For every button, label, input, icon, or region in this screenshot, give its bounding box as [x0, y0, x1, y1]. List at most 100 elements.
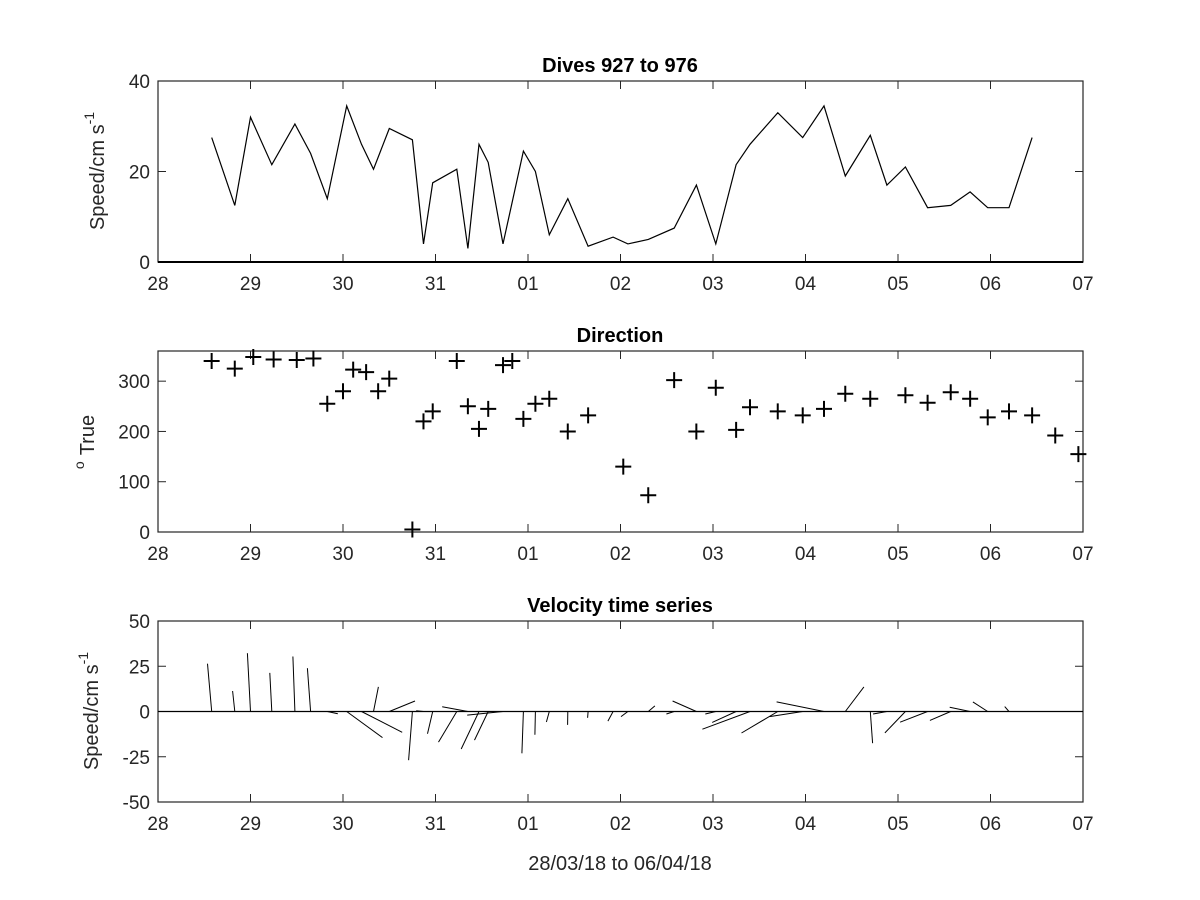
direction-point: [640, 487, 657, 504]
velocity-stick: [769, 711, 803, 718]
speed-xtick-label: 03: [702, 274, 723, 295]
velocity-stick: [949, 706, 971, 712]
velocity-xtick-label: 03: [702, 814, 723, 835]
velocity-stick: [416, 710, 424, 712]
direction-point: [424, 403, 441, 420]
velocity-xtick-label: 05: [887, 814, 908, 835]
speed-ylabel: Speed/cm s-1: [81, 112, 109, 230]
direction-point: [862, 390, 879, 407]
velocity-stick: [521, 711, 524, 754]
panel-speed: Dives 927 to 976 Speed/cm s-1 28 29 30 31 01…: [81, 55, 1094, 295]
velocity-xlabel: 28/03/18 to 06/04/18: [528, 853, 712, 875]
velocity-stick: [207, 663, 213, 712]
velocity-ytick-label: 25: [129, 657, 150, 678]
velocity-xtick-label: 06: [980, 814, 1001, 835]
velocity-stick: [899, 711, 928, 723]
speed-xtick-label: 28: [147, 274, 168, 295]
direction-point: [245, 349, 262, 366]
direction-xtick-label: 28: [147, 544, 168, 565]
speed-title: Dives 927 to 976: [542, 55, 698, 77]
velocity-stick: [373, 686, 379, 712]
velocity-ytick-label: -25: [123, 748, 150, 769]
direction-xtick-label: 31: [425, 544, 446, 565]
velocity-stick: [776, 701, 825, 712]
velocity-xtick-label: 04: [795, 814, 817, 835]
speed-xtick-label: 02: [610, 274, 631, 295]
velocity-stick: [389, 700, 416, 712]
direction-point: [370, 383, 387, 400]
direction-title: Direction: [577, 325, 664, 347]
direction-point: [688, 423, 705, 440]
direction-point: [580, 407, 597, 424]
velocity-stick: [869, 711, 874, 744]
direction-point: [794, 407, 811, 424]
velocity-stick: [607, 711, 614, 722]
velocity-stick: [327, 711, 338, 715]
velocity-xtick-label: 02: [610, 814, 631, 835]
velocity-stick: [269, 672, 273, 712]
velocity-stick: [467, 711, 504, 716]
direction-xtick-label: 07: [1072, 544, 1093, 565]
speed-xtick-label: 07: [1072, 274, 1093, 295]
speed-xtick-label: 29: [240, 274, 261, 295]
direction-point: [666, 372, 683, 389]
direction-point: [203, 353, 220, 370]
direction-point: [459, 398, 476, 415]
velocity-stick: [292, 656, 296, 712]
velocity-stick: [705, 711, 716, 715]
velocity-ytick-label: 50: [129, 612, 150, 633]
velocity-xtick-label: 01: [517, 814, 538, 835]
velocity-stick: [972, 701, 988, 712]
velocity-xtick-label: 07: [1072, 814, 1093, 835]
speed-xtick-label: 06: [980, 274, 1001, 295]
speed-ytick-label: 40: [129, 72, 150, 93]
direction-xtick-label: 05: [887, 544, 908, 565]
velocity-stick: [438, 711, 458, 743]
direction-point: [837, 385, 854, 402]
direction-xtick-label: 29: [240, 544, 261, 565]
direction-point: [742, 399, 758, 416]
direction-point: [358, 364, 375, 381]
direction-point: [226, 360, 243, 377]
velocity-ytick-label: 0: [139, 703, 150, 724]
direction-point: [769, 403, 786, 420]
direction-ytick-label: 0: [139, 523, 150, 544]
speed-ytick-label: 0: [139, 253, 150, 274]
direction-point: [919, 394, 936, 411]
velocity-stick: [620, 711, 629, 718]
direction-point: [897, 387, 914, 404]
speed-xtick-label: 31: [425, 274, 446, 295]
direction-plot-area: [157, 350, 1084, 533]
direction-point: [1070, 446, 1087, 463]
direction-point: [1001, 403, 1017, 420]
speed-xtick-label: 04: [795, 274, 817, 295]
velocity-stick: [873, 711, 887, 715]
direction-point: [335, 383, 351, 400]
velocity-stick: [647, 705, 656, 712]
direction-point: [527, 395, 544, 412]
direction-xtick-label: 04: [795, 544, 817, 565]
velocity-stick: [534, 711, 536, 735]
speed-xtick-label: 01: [517, 274, 538, 295]
direction-xtick-label: 03: [702, 544, 723, 565]
velocity-stick: [1004, 706, 1010, 712]
direction-point: [541, 390, 558, 407]
direction-point: [707, 379, 724, 396]
velocity-xtick-label: 31: [425, 814, 446, 835]
direction-point: [288, 352, 305, 369]
direction-ylabel: oTrue: [71, 415, 99, 469]
speed-xtick-label: 05: [887, 274, 908, 295]
direction-xtick-label: 02: [610, 544, 631, 565]
direction-point: [962, 390, 979, 407]
direction-point: [1024, 407, 1041, 424]
direction-point: [942, 384, 959, 401]
direction-point: [319, 395, 336, 412]
speed-xtick-label: 30: [332, 274, 353, 295]
direction-point: [265, 351, 282, 368]
direction-point: [495, 357, 512, 374]
direction-point: [305, 350, 322, 367]
velocity-stick: [741, 711, 779, 734]
velocity-stick: [702, 711, 751, 730]
velocity-stick: [474, 711, 489, 741]
